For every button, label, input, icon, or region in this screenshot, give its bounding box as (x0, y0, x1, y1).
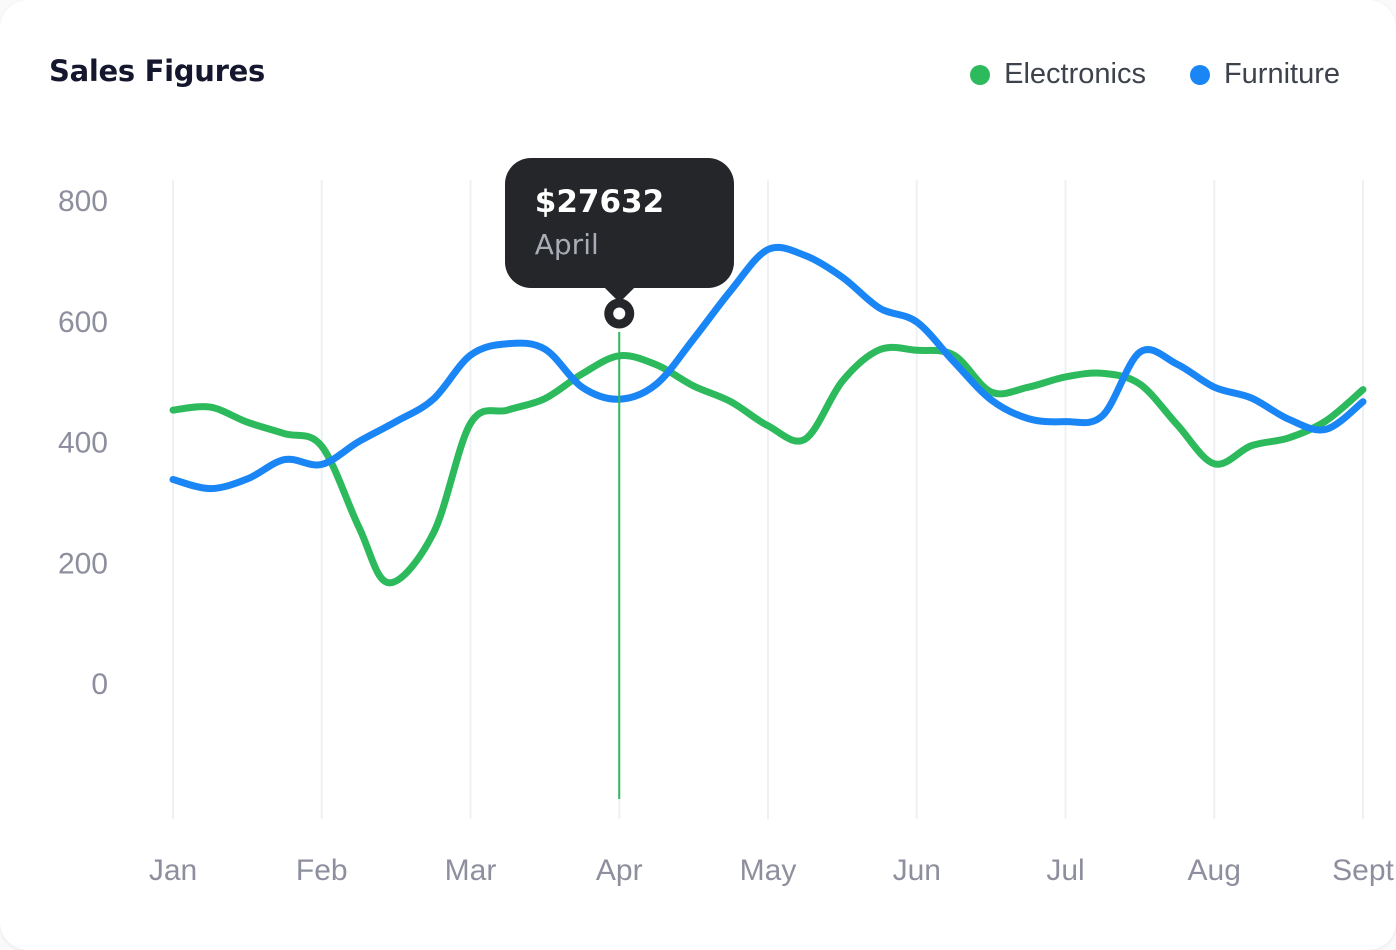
series-line-furniture[interactable] (169, 243, 1367, 493)
legend-label-electronics: Electronics (1004, 58, 1146, 90)
x-tick-label: Jul (1046, 854, 1084, 887)
x-tick-label: May (740, 854, 797, 887)
y-tick-label: 400 (58, 427, 108, 460)
y-tick-label: 0 (91, 668, 108, 701)
legend-label-furniture: Furniture (1223, 58, 1340, 90)
electronics-legend-dot-icon (970, 64, 991, 85)
page-title: Sales Figures (49, 54, 265, 88)
x-tick-label: Jun (893, 854, 941, 887)
x-tick-label: Apr (596, 854, 643, 887)
y-tick-label: 200 (58, 547, 108, 580)
tooltip: $27632 April (504, 157, 734, 303)
y-tick-label: 800 (58, 185, 108, 218)
x-tick-label: Feb (296, 854, 348, 887)
legend: Electronics Furniture (970, 58, 1340, 91)
x-tick-label: Jan (149, 854, 197, 887)
legend-item-electronics[interactable]: Electronics (970, 58, 1146, 91)
legend-item-furniture[interactable]: Furniture (1189, 58, 1340, 91)
tooltip-marker-dot (613, 307, 626, 320)
tooltip-month-label: April (534, 227, 599, 261)
x-tick-label: Mar (445, 854, 497, 887)
y-tick-label: 600 (58, 306, 108, 339)
x-tick-label: Sept (1332, 854, 1394, 887)
x-tick-label: Aug (1188, 854, 1241, 887)
series-line-electronics[interactable] (169, 343, 1367, 587)
tooltip-value: $27632 (534, 183, 665, 220)
furniture-legend-dot-icon (1189, 64, 1210, 85)
